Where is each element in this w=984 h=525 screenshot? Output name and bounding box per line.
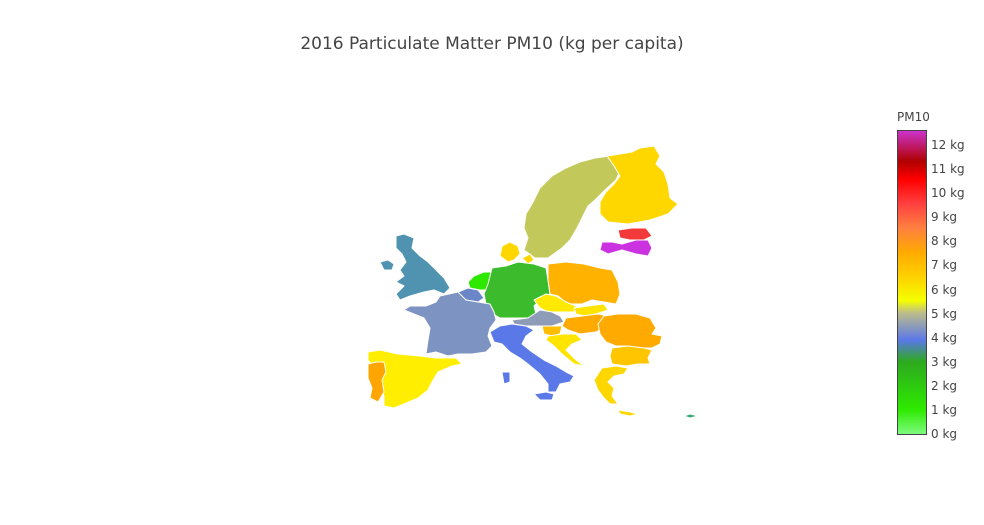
country-france[interactable]: France (403, 291, 497, 357)
country-sweden[interactable]: Sweden (523, 155, 623, 259)
country-portugal[interactable]: Portugal (367, 361, 387, 403)
country-latvia[interactable]: Latvia (599, 239, 653, 257)
country-croatia[interactable]: Croatia (545, 333, 585, 367)
colorbar-tick-label: 7 kg (931, 258, 958, 273)
colorbar-tick-label: 11 kg (931, 162, 965, 177)
colorbar-tick-label: 9 kg (931, 210, 958, 225)
colorbar-tick-label: 0 kg (931, 427, 958, 441)
country-united-kingdom[interactable]: United Kingdom (395, 233, 451, 301)
country-italy[interactable]: Italy (489, 323, 575, 401)
colorbar-tick-label: 5 kg (931, 306, 958, 321)
country-greece[interactable]: Greece (593, 365, 639, 417)
country-estonia[interactable]: Estonia (617, 227, 653, 241)
country-romania[interactable]: Romania (597, 313, 663, 349)
colorbar-tick-label: 12 kg (931, 138, 965, 152)
chart-title: 2016 Particulate Matter PM10 (kg per cap… (300, 34, 684, 54)
colorbar-tick-label: 1 kg (931, 402, 958, 417)
colorbar-tick-label: 10 kg (931, 186, 965, 201)
country-slovakia[interactable]: Slovakia (573, 303, 609, 317)
country-bulgaria[interactable]: Bulgaria (609, 345, 653, 367)
colorbar-tick-label: 8 kg (931, 234, 958, 249)
country-finland[interactable]: Finland (599, 145, 679, 225)
country-cyprus[interactable]: Cyprus (683, 413, 699, 419)
country-ireland[interactable]: Ireland (379, 259, 395, 271)
colorbar-tick-label: 6 kg (931, 282, 958, 297)
colorbar-tick-label: 2 kg (931, 378, 958, 393)
country-germany[interactable]: Germany (483, 261, 551, 319)
colorbar-tick-label: 3 kg (931, 354, 958, 369)
country-poland[interactable]: Poland (547, 261, 621, 305)
colorbar-tick-label: 4 kg (931, 330, 958, 345)
colorbar-title: PM10 (897, 110, 930, 124)
country-denmark[interactable]: Denmark (499, 241, 535, 265)
colorbar (897, 130, 927, 435)
